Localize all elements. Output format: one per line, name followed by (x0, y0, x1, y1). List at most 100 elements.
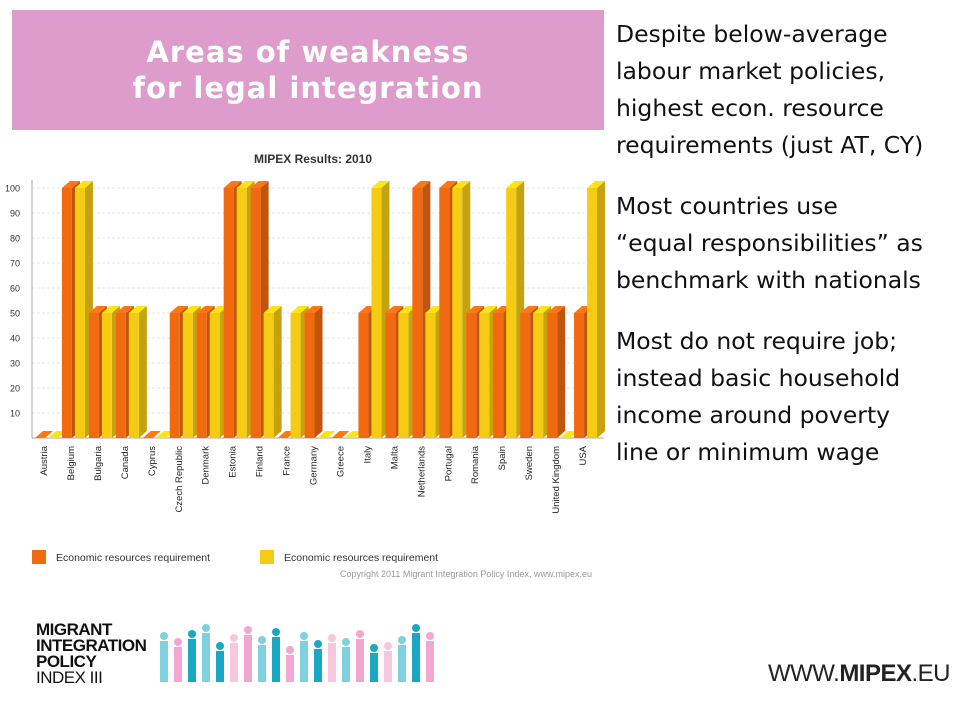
bullet-3-line-4: line or minimum wage (616, 438, 880, 466)
bar-yellow-cyprus (155, 431, 174, 438)
bullet-1: Despite below-average labour market poli… (616, 16, 960, 164)
legend-swatch (32, 550, 46, 564)
person-figure (188, 630, 196, 682)
title-line-1: Areas of weakness (146, 35, 470, 69)
bar-front (169, 313, 180, 438)
bar-front (196, 313, 207, 438)
y-tick-label: 50 (10, 309, 20, 319)
bar-top (209, 306, 228, 313)
bullet-1-line-3: highest econ. resource (616, 94, 884, 122)
bar-top (560, 431, 579, 438)
person-figure (160, 632, 168, 682)
y-tick-label: 20 (10, 384, 20, 394)
person-figure (244, 626, 252, 682)
bar-orange-germany (304, 306, 323, 438)
bar-top (61, 181, 80, 188)
bar-top (466, 306, 485, 313)
bar-top (331, 431, 350, 438)
bar-top (587, 181, 606, 188)
bar-front (533, 313, 544, 438)
bar-front (452, 188, 463, 438)
y-tick-label: 100 (5, 184, 20, 194)
bar-top (74, 181, 93, 188)
x-tick-label: Germany (309, 446, 320, 485)
bar-orange-cyprus (142, 431, 161, 438)
bar-front (439, 188, 450, 438)
bar-top (128, 306, 147, 313)
bullet-3-line-3: income around poverty (616, 401, 891, 429)
bullet-2-line-1: Most countries use (616, 192, 838, 220)
bar-top (385, 306, 404, 313)
person-figure (300, 632, 308, 682)
bar-yellow-germany (317, 431, 336, 438)
website-prefix: WWW. (768, 660, 840, 687)
bar-side (597, 181, 606, 438)
bar-yellow-greece (344, 431, 363, 438)
x-tick-label: Estonia (228, 445, 239, 477)
y-tick-label: 10 (10, 409, 20, 419)
bar-orange-united-kingdom (547, 306, 566, 438)
x-tick-label: Canada (120, 445, 131, 479)
person-figure (398, 636, 406, 682)
bar-front (547, 313, 558, 438)
bar-top (115, 306, 134, 313)
person-figure (412, 624, 420, 682)
y-tick-label: 30 (10, 359, 20, 369)
person-figure (356, 630, 364, 682)
bar-front (128, 313, 139, 438)
website-link[interactable]: WWW.MIPEX.EU (768, 660, 951, 688)
y-tick-label: 60 (10, 284, 20, 294)
x-tick-label: Sweden (524, 446, 535, 480)
x-tick-label: France (282, 446, 293, 476)
bar-front (479, 313, 490, 438)
people-figures-graphic (160, 624, 434, 682)
bar-top (371, 181, 390, 188)
bar-top (344, 431, 363, 438)
bar-yellow-united-kingdom (560, 431, 579, 438)
logo-line-1: MIGRANT (36, 620, 112, 639)
bar-top (452, 181, 471, 188)
x-tick-label: Italy (362, 446, 373, 464)
bar-front (290, 313, 301, 438)
logo-line-3: POLICY (36, 652, 97, 671)
legend-label: Economic resources requirement (56, 552, 210, 564)
bullet-1-line-4: requirements (just AT, CY) (616, 131, 924, 159)
x-tick-label: Romania (470, 445, 481, 484)
bar-front (358, 313, 369, 438)
bar-yellow-finland (263, 306, 282, 438)
bar-top (520, 306, 539, 313)
legend-label: Economic resources requirement (284, 552, 438, 564)
bar-top (425, 306, 444, 313)
bar-top (236, 181, 255, 188)
bar-top (142, 431, 161, 438)
bar-front (182, 313, 193, 438)
y-tick-label: 70 (10, 259, 20, 269)
bar-top (169, 306, 188, 313)
bar-front (493, 313, 504, 438)
mipex-bar-chart: MIPEX Results: 2010102030405060708090100… (5, 152, 606, 579)
person-figure (342, 638, 350, 682)
logo-line-4: INDEX III (36, 668, 103, 687)
bullet-2-line-2: “equal responsibilities” as (616, 229, 923, 257)
bullet-list: Despite below-average labour market poli… (616, 16, 960, 495)
bar-top (155, 431, 174, 438)
bar-top (88, 306, 107, 313)
bar-front (412, 188, 423, 438)
person-figure (216, 642, 224, 682)
bar-front (88, 313, 99, 438)
bar-front (587, 188, 598, 438)
x-tick-label: Czech Republic (174, 446, 185, 513)
person-figure (258, 636, 266, 682)
bar-top (533, 306, 552, 313)
bullet-3-line-1: Most do not require job; (616, 327, 898, 355)
bar-yellow-canada (128, 306, 147, 438)
bar-front (263, 313, 274, 438)
bar-yellow-austria (48, 431, 66, 438)
bar-front (520, 313, 531, 438)
bullet-2-line-3: benchmark with nationals (616, 266, 921, 294)
bar-top (196, 306, 215, 313)
website-bold: MIPEX (839, 660, 912, 687)
bar-front (250, 188, 261, 438)
bar-top (48, 431, 66, 438)
bar-top (250, 181, 269, 188)
